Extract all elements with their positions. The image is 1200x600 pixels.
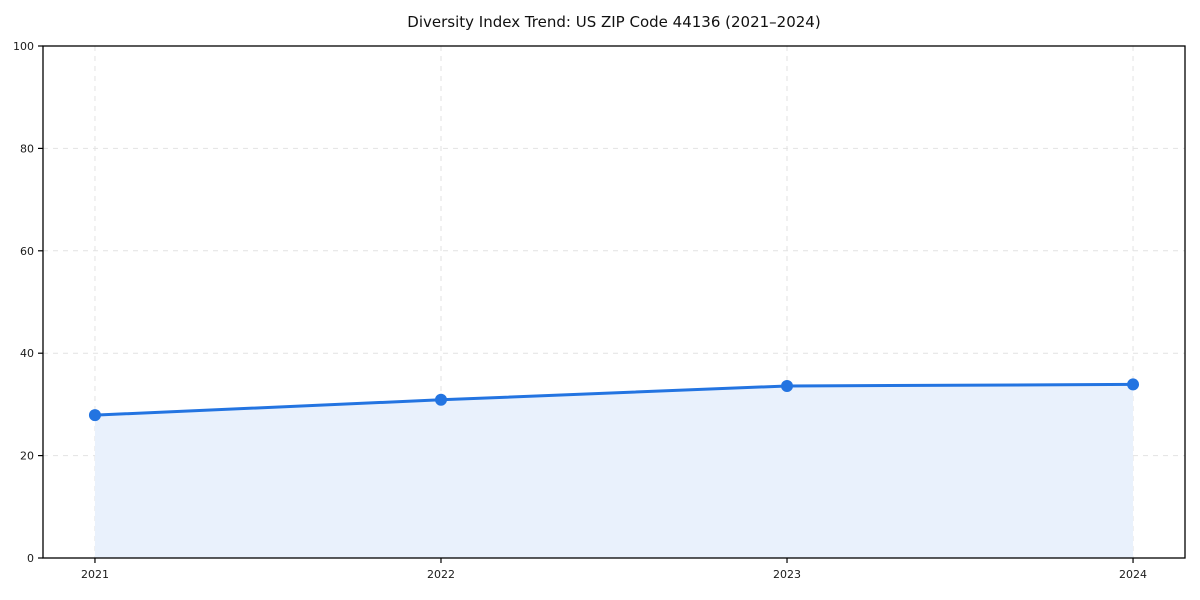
x-tick-label: 2023 xyxy=(773,568,801,581)
data-point-2023 xyxy=(781,379,794,392)
chart-title: Diversity Index Trend: US ZIP Code 44136… xyxy=(407,13,821,31)
x-tick-label: 2024 xyxy=(1119,568,1147,581)
data-point-2024 xyxy=(1127,378,1140,391)
y-tick-label: 60 xyxy=(20,245,34,258)
y-tick-label: 20 xyxy=(20,450,34,463)
y-tick-label: 80 xyxy=(20,142,34,155)
area-fill xyxy=(94,384,1134,558)
y-tick-label: 40 xyxy=(20,347,34,360)
x-tick-label: 2021 xyxy=(81,568,109,581)
x-tick-label: 2022 xyxy=(427,568,455,581)
y-tick-label: 100 xyxy=(13,40,34,53)
data-point-2021 xyxy=(88,409,101,422)
trend-line xyxy=(93,382,1135,417)
data-point-2022 xyxy=(434,393,447,406)
y-tick-label: 0 xyxy=(27,552,34,565)
plot-border xyxy=(42,45,1186,559)
